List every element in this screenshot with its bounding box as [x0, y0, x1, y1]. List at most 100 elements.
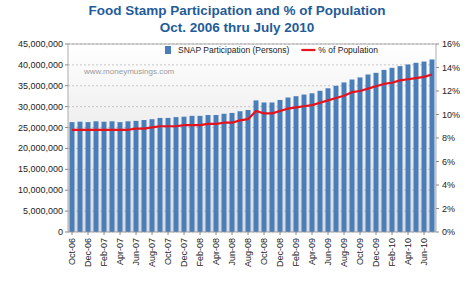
y2-tick — [436, 208, 439, 209]
y-tick — [65, 232, 68, 233]
x-tick-label: Apr-07 — [115, 238, 125, 265]
x-tick — [376, 232, 377, 235]
grid-line — [68, 106, 436, 107]
bar — [206, 115, 211, 232]
x-tick-label: Oct-07 — [163, 238, 173, 265]
y2-tick-label: 4% — [442, 180, 455, 190]
bar — [326, 88, 331, 232]
bar — [382, 70, 387, 232]
y2-tick-label: 6% — [442, 157, 455, 167]
x-tick-label: Dec-09 — [371, 238, 381, 267]
x-tick — [152, 232, 153, 235]
x-tick — [296, 232, 297, 235]
y-tick-label: 30,000,000 — [18, 102, 63, 112]
y-tick-label: 0 — [58, 227, 63, 237]
x-tick-label: Jun-09 — [323, 238, 333, 266]
x-tick-label: Jun-10 — [419, 238, 429, 266]
bar — [302, 95, 307, 232]
y2-tick — [436, 138, 439, 139]
x-tick — [136, 232, 137, 235]
title: Food Stamp Participation and % of Popula… — [89, 3, 386, 18]
x-tick-label: Feb-07 — [99, 238, 109, 267]
y2-tick-label: 12% — [442, 86, 460, 96]
marks — [70, 59, 435, 232]
bar — [190, 116, 195, 232]
y-tick-label: 10,000,000 — [18, 185, 63, 195]
x-tick-label: Apr-09 — [307, 238, 317, 265]
x-tick — [184, 232, 185, 235]
x-tick-label: Feb-09 — [291, 238, 301, 267]
x-tick — [408, 232, 409, 235]
x-tick — [72, 232, 73, 235]
y2-tick-label: 0% — [442, 227, 455, 237]
bar — [78, 122, 83, 232]
bar — [246, 110, 251, 232]
plot-frame — [68, 44, 436, 232]
y-tick — [65, 190, 68, 191]
x-tick — [248, 232, 249, 235]
legend-label: SNAP Participation (Persons) — [178, 45, 290, 55]
x-tick — [120, 232, 121, 235]
y2-tick — [436, 67, 439, 68]
x-tick — [216, 232, 217, 235]
bar — [430, 59, 435, 232]
bar — [286, 97, 291, 232]
x-tick-label: Apr-10 — [403, 238, 413, 265]
y-tick — [65, 106, 68, 107]
bar — [390, 68, 395, 232]
y-tick-label: 45,000,000 — [18, 39, 63, 49]
bar — [310, 93, 315, 232]
x-tick — [264, 232, 265, 235]
plot-area — [68, 44, 436, 232]
y-tick-label: 5,000,000 — [23, 206, 63, 216]
bar — [134, 121, 139, 232]
y2-tick-label: 2% — [442, 204, 455, 214]
x-tick — [344, 232, 345, 235]
x-tick — [280, 232, 281, 235]
grid-line — [68, 169, 436, 170]
x-tick — [232, 232, 233, 235]
x-tick — [104, 232, 105, 235]
bar — [102, 122, 107, 232]
x-tick-label: Apr-08 — [211, 238, 221, 265]
y2-tick — [436, 232, 439, 233]
legend-label: % of Population — [318, 45, 378, 55]
grid-line — [68, 190, 436, 191]
x-tick — [168, 232, 169, 235]
bar — [262, 102, 267, 232]
bar — [126, 121, 131, 232]
bar — [230, 113, 235, 232]
bar — [350, 80, 355, 232]
bar — [398, 66, 403, 232]
y-tick-label: 25,000,000 — [18, 123, 63, 133]
bar — [238, 111, 243, 232]
y2-tick-label: 16% — [442, 39, 460, 49]
grid-line — [68, 127, 436, 128]
x-tick-label: Oct-09 — [355, 238, 365, 265]
y-tick-label: 20,000,000 — [18, 143, 63, 153]
x-tick — [360, 232, 361, 235]
y-tick — [65, 64, 68, 65]
x-tick — [328, 232, 329, 235]
chart: Food Stamp Participation and % of Popula… — [0, 0, 474, 297]
bar — [374, 73, 379, 232]
bar — [318, 91, 323, 232]
bar — [334, 86, 339, 232]
y-tick — [65, 85, 68, 86]
x-tick-label: Dec-08 — [275, 238, 285, 267]
y-tick — [65, 169, 68, 170]
y2-tick-label: 14% — [442, 63, 460, 73]
bar — [422, 62, 427, 232]
bar — [342, 82, 347, 232]
y2-tick — [436, 91, 439, 92]
grid-line — [68, 148, 436, 149]
x-tick-label: Aug-09 — [339, 238, 349, 267]
subtitle: Oct. 2006 thru July 2010 — [160, 20, 315, 35]
bar — [198, 116, 203, 232]
legend-swatch — [301, 49, 315, 51]
x-tick — [392, 232, 393, 235]
x-tick-label: Aug-08 — [243, 238, 253, 267]
y-tick-label: 15,000,000 — [18, 164, 63, 174]
bar — [86, 122, 91, 232]
bar — [366, 74, 371, 232]
